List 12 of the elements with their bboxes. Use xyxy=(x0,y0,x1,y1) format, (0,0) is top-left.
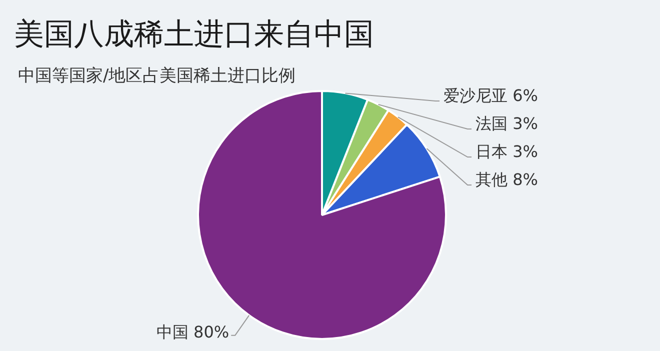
chart-title: 美国八成稀土进口来自中国 xyxy=(14,16,374,54)
chart-subtitle: 中国等国家/地区占美国稀土进口比例 xyxy=(18,65,296,87)
data-label: 80% xyxy=(194,322,230,342)
slice-label: 法国 xyxy=(476,114,513,134)
slice-label: 日本 xyxy=(476,142,513,162)
data-label: 6% xyxy=(512,86,538,106)
data-label: 8% xyxy=(512,170,538,190)
slice-label: 其他 xyxy=(476,170,513,190)
data-label: 3% xyxy=(512,114,538,134)
data-label: 3% xyxy=(512,142,538,162)
slice-label: 中国 xyxy=(156,322,194,342)
slice-label: 爱沙尼亚 xyxy=(444,86,513,106)
